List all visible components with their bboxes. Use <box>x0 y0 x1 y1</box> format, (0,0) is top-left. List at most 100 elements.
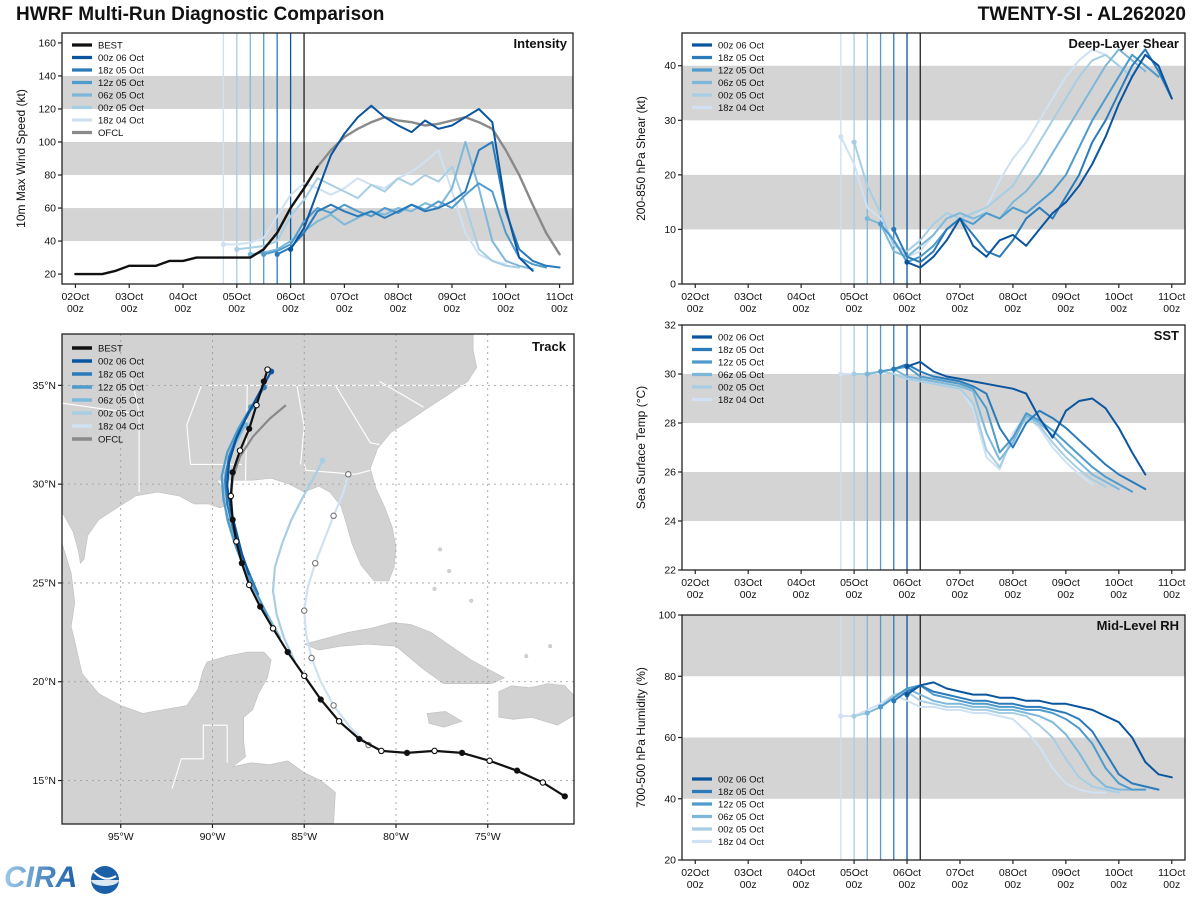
svg-text:140: 140 <box>38 70 56 82</box>
svg-text:BEST: BEST <box>98 343 123 354</box>
svg-text:40: 40 <box>664 60 676 72</box>
svg-text:30: 30 <box>664 369 676 381</box>
cira-logo: CIRA <box>2 853 134 900</box>
svg-text:35°N: 35°N <box>33 380 56 392</box>
svg-text:12z 05 Oct: 12z 05 Oct <box>718 357 764 368</box>
svg-text:24: 24 <box>664 516 676 528</box>
svg-text:Track: Track <box>532 339 567 354</box>
svg-text:06z 05 Oct: 06z 05 Oct <box>718 812 764 823</box>
svg-text:00z 06 Oct: 00z 06 Oct <box>98 53 144 64</box>
page-title: HWRF Multi-Run Diagnostic Comparison <box>16 4 385 25</box>
svg-text:30°N: 30°N <box>33 479 56 491</box>
svg-text:00z 06 Oct: 00z 06 Oct <box>718 774 764 785</box>
svg-text:Deep-Layer Shear: Deep-Layer Shear <box>1068 36 1179 51</box>
sst-chart: 22 24 26 28 30 32 02Oct 00z 03Oct 00z 04Oct 00z 05Oc… <box>634 320 1186 601</box>
svg-text:12z 05 Oct: 12z 05 Oct <box>98 382 144 393</box>
shear-chart: 0 10 20 30 40 02Oct 00z 03Oct 00z 04Oct 00z 05Oct 00… <box>634 32 1186 315</box>
rh-chart: 20 40 60 80 100 02Oct 00z 03Oct 00z 04Oct 00z 05Oct… <box>634 610 1186 891</box>
svg-text:18z 05 Oct: 18z 05 Oct <box>98 65 144 76</box>
svg-text:18z 04 Oct: 18z 04 Oct <box>98 421 144 432</box>
svg-text:00z 06 Oct: 00z 06 Oct <box>98 356 144 367</box>
svg-text:Mid-Level RH: Mid-Level RH <box>1097 618 1179 633</box>
svg-text:00z 05 Oct: 00z 05 Oct <box>718 90 764 101</box>
cira-logo-text: CIRA <box>4 861 77 894</box>
svg-text:20°N: 20°N <box>33 676 56 688</box>
svg-text:100: 100 <box>38 136 56 148</box>
shear-series <box>838 48 1173 269</box>
svg-text:18z 04 Oct: 18z 04 Oct <box>718 103 764 114</box>
svg-text:85°W: 85°W <box>291 831 317 843</box>
svg-text:40: 40 <box>664 793 676 805</box>
svg-text:10m Max Wind Speed (kt): 10m Max Wind Speed (kt) <box>14 89 28 228</box>
svg-text:100: 100 <box>658 610 676 622</box>
svg-text:12z 05 Oct: 12z 05 Oct <box>718 799 764 810</box>
intensity-series <box>74 104 561 276</box>
svg-text:20: 20 <box>664 855 676 867</box>
svg-text:18z 05 Oct: 18z 05 Oct <box>718 53 764 64</box>
svg-text:120: 120 <box>38 103 56 115</box>
svg-text:18z 04 Oct: 18z 04 Oct <box>98 115 144 126</box>
svg-text:12z 05 Oct: 12z 05 Oct <box>718 65 764 76</box>
svg-text:160: 160 <box>38 37 56 49</box>
cira-globe-icon <box>91 866 119 894</box>
svg-text:28: 28 <box>664 418 676 430</box>
svg-text:06z 05 Oct: 06z 05 Oct <box>718 78 764 89</box>
svg-text:20: 20 <box>44 269 56 281</box>
svg-text:700-500 hPa Humidity (%): 700-500 hPa Humidity (%) <box>634 667 648 808</box>
svg-text:40: 40 <box>44 236 56 248</box>
svg-text:SST: SST <box>1154 328 1179 343</box>
svg-text:OFCL: OFCL <box>98 434 123 445</box>
svg-text:BEST: BEST <box>98 40 123 51</box>
svg-text:10: 10 <box>664 224 676 236</box>
svg-text:06z 05 Oct: 06z 05 Oct <box>718 370 764 381</box>
cira-logo-graphic: CIRA <box>4 861 119 894</box>
svg-text:60: 60 <box>44 203 56 215</box>
svg-text:00z 06 Oct: 00z 06 Oct <box>718 40 764 51</box>
svg-text:75°W: 75°W <box>475 831 501 843</box>
storm-title: TWENTY-SI - AL262020 <box>977 4 1186 25</box>
svg-text:18z 05 Oct: 18z 05 Oct <box>718 787 764 798</box>
svg-text:00z 05 Oct: 00z 05 Oct <box>98 103 144 114</box>
svg-text:30: 30 <box>664 115 676 127</box>
svg-text:80°W: 80°W <box>383 831 409 843</box>
sst-series <box>838 360 1147 493</box>
svg-text:18z 04 Oct: 18z 04 Oct <box>718 837 764 848</box>
map-layers <box>62 334 574 824</box>
svg-text:00z 05 Oct: 00z 05 Oct <box>98 408 144 419</box>
intensity-chart: 20 40 60 80 100 120 140 160 02Oct 00z 03Oct 00z 04Oc… <box>14 32 574 315</box>
svg-text:00z 06 Oct: 00z 06 Oct <box>718 332 764 343</box>
